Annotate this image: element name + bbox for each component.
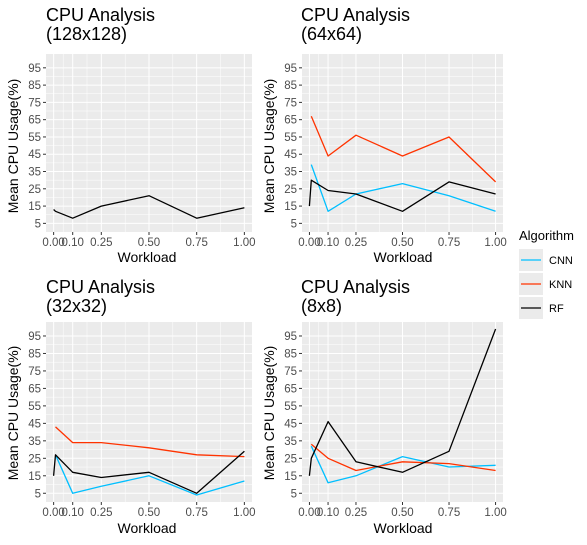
- y-tick-label: 35: [28, 167, 41, 179]
- y-tick-label: 75: [28, 366, 41, 378]
- y-tick-label: 5: [291, 218, 297, 230]
- chart-panel-2: 5 15 25 35 45 55 65 75 85 95 0.000.10 0.25 0.50 0.75 1…: [261, 5, 507, 265]
- y-tick-label: 85: [28, 80, 41, 92]
- y-tick-label: 95: [28, 63, 41, 75]
- x-tick-label: 0.75: [185, 237, 207, 249]
- y-tick-label: 65: [284, 115, 297, 127]
- y-tick-label: 85: [284, 80, 297, 92]
- legend: Algorithm CNN KNN RF: [519, 228, 574, 319]
- panel-4-title-line-1: CPU Analysis: [301, 277, 410, 297]
- chart-panel-1: 5 15 25 35 45 55 65 75 85 95 0.000.10 0.25 0.50 0.75 1…: [5, 5, 256, 265]
- series-line-rf: [52, 450, 245, 494]
- legend-label-cnn: CNN: [549, 255, 573, 267]
- series-line-cnn: [310, 164, 496, 212]
- panel-4-y-axis-label: Mean CPU Usage(%): [261, 346, 277, 481]
- panel-3-y-axis-label: Mean CPU Usage(%): [5, 346, 21, 481]
- x-tick-label: 0.10: [62, 237, 84, 249]
- panel-3-title-line-1: CPU Analysis: [46, 277, 155, 297]
- x-tick-label: 0.00: [42, 237, 64, 249]
- y-tick-label: 25: [28, 453, 41, 465]
- y-tick-label: 15: [28, 471, 41, 483]
- legend-label-knn: KNN: [549, 279, 572, 291]
- x-tick-label: 0.25: [90, 237, 112, 249]
- y-tick-label: 65: [28, 383, 41, 395]
- panel-4-x-axis-label: Workload: [374, 520, 433, 536]
- y-tick-label: 35: [284, 167, 297, 179]
- y-tick-label: 55: [28, 401, 41, 413]
- x-tick-label: 0.50: [391, 237, 413, 249]
- y-tick-label: 15: [284, 201, 297, 213]
- legend-label-rf: RF: [549, 303, 564, 315]
- y-tick-label: 15: [28, 201, 41, 213]
- x-tick-label: 0.10: [62, 507, 84, 519]
- y-tick-label: 65: [28, 115, 41, 127]
- x-tick-label: 0.50: [138, 237, 160, 249]
- x-tick-label: 0.75: [185, 507, 207, 519]
- x-tick-label: 0.75: [438, 237, 460, 249]
- y-tick-label: 65: [284, 383, 297, 395]
- series-line-knn: [310, 115, 497, 183]
- y-tick-label: 25: [28, 184, 41, 196]
- y-tick-label: 75: [284, 366, 297, 378]
- series-line-rf: [308, 179, 496, 212]
- y-tick-label: 75: [28, 97, 41, 109]
- y-tick-label: 95: [284, 331, 297, 343]
- panel-3-title-line-2: (32x32): [46, 296, 107, 316]
- x-tick-label: 0.00: [298, 237, 320, 249]
- y-tick-label: 75: [284, 97, 297, 109]
- x-tick-label: 0.25: [345, 507, 367, 519]
- y-tick-label: 55: [28, 132, 41, 144]
- x-tick-label: 0.10: [317, 237, 339, 249]
- panel-1-title-line-2: (128x128): [46, 24, 127, 44]
- y-tick-label: 85: [284, 348, 297, 360]
- x-tick-label: 1.00: [233, 237, 255, 249]
- y-tick-label: 55: [284, 132, 297, 144]
- x-tick-label: 0.50: [391, 507, 413, 519]
- panel-2-title-line-2: (64x64): [301, 24, 362, 44]
- y-tick-label: 45: [28, 418, 41, 430]
- y-tick-label: 5: [35, 488, 41, 500]
- x-tick-label: 0.75: [438, 507, 460, 519]
- y-tick-label: 35: [284, 436, 297, 448]
- x-tick-label: 0.25: [90, 507, 112, 519]
- y-tick-label: 45: [284, 149, 297, 161]
- panel-4-title-line-2: (8x8): [301, 296, 342, 316]
- panel-1-title-line-1: CPU Analysis: [46, 5, 155, 25]
- y-tick-label: 25: [284, 453, 297, 465]
- series-line-knn: [310, 443, 496, 472]
- y-tick-label: 55: [284, 401, 297, 413]
- y-tick-label: 95: [28, 331, 41, 343]
- x-tick-label: 1.00: [484, 507, 506, 519]
- y-tick-label: 15: [284, 471, 297, 483]
- panel-3-x-axis-label: Workload: [118, 520, 177, 536]
- x-tick-label: 0.50: [138, 507, 160, 519]
- x-tick-label: 1.00: [484, 237, 506, 249]
- panel-1-y-axis-label: Mean CPU Usage(%): [5, 79, 21, 214]
- panel-2-title-line-1: CPU Analysis: [301, 5, 410, 25]
- panel-2-y-axis-label: Mean CPU Usage(%): [261, 79, 277, 214]
- series-line-cnn: [54, 454, 245, 496]
- y-tick-label: 85: [28, 348, 41, 360]
- y-tick-label: 25: [284, 184, 297, 196]
- y-tick-label: 5: [291, 488, 297, 500]
- x-tick-label: 0.00: [42, 507, 64, 519]
- chart-panel-3: 5 15 25 35 45 55 65 75 85 95 0.000.10 0.25 0.50 0.75 1…: [5, 277, 256, 536]
- y-tick-label: 5: [35, 218, 41, 230]
- y-tick-label: 45: [284, 418, 297, 430]
- legend-title: Algorithm: [519, 228, 574, 243]
- panel-1-x-axis-label: Workload: [118, 249, 177, 265]
- x-tick-label: 0.10: [317, 507, 339, 519]
- x-tick-label: 0.25: [345, 237, 367, 249]
- x-tick-label: 0.00: [298, 507, 320, 519]
- series-line-knn: [55, 426, 245, 458]
- chart-panel-4: 5 15 25 35 45 55 65 75 85 95 0.000.10 0.25 0.50 0.75 1…: [261, 277, 507, 536]
- y-tick-label: 35: [28, 436, 41, 448]
- series-line-rf: [308, 328, 497, 476]
- y-tick-label: 45: [28, 149, 41, 161]
- x-tick-label: 1.00: [233, 507, 255, 519]
- series-line-rf: [53, 195, 245, 219]
- y-tick-label: 95: [284, 63, 297, 75]
- panel-2-x-axis-label: Workload: [374, 249, 433, 265]
